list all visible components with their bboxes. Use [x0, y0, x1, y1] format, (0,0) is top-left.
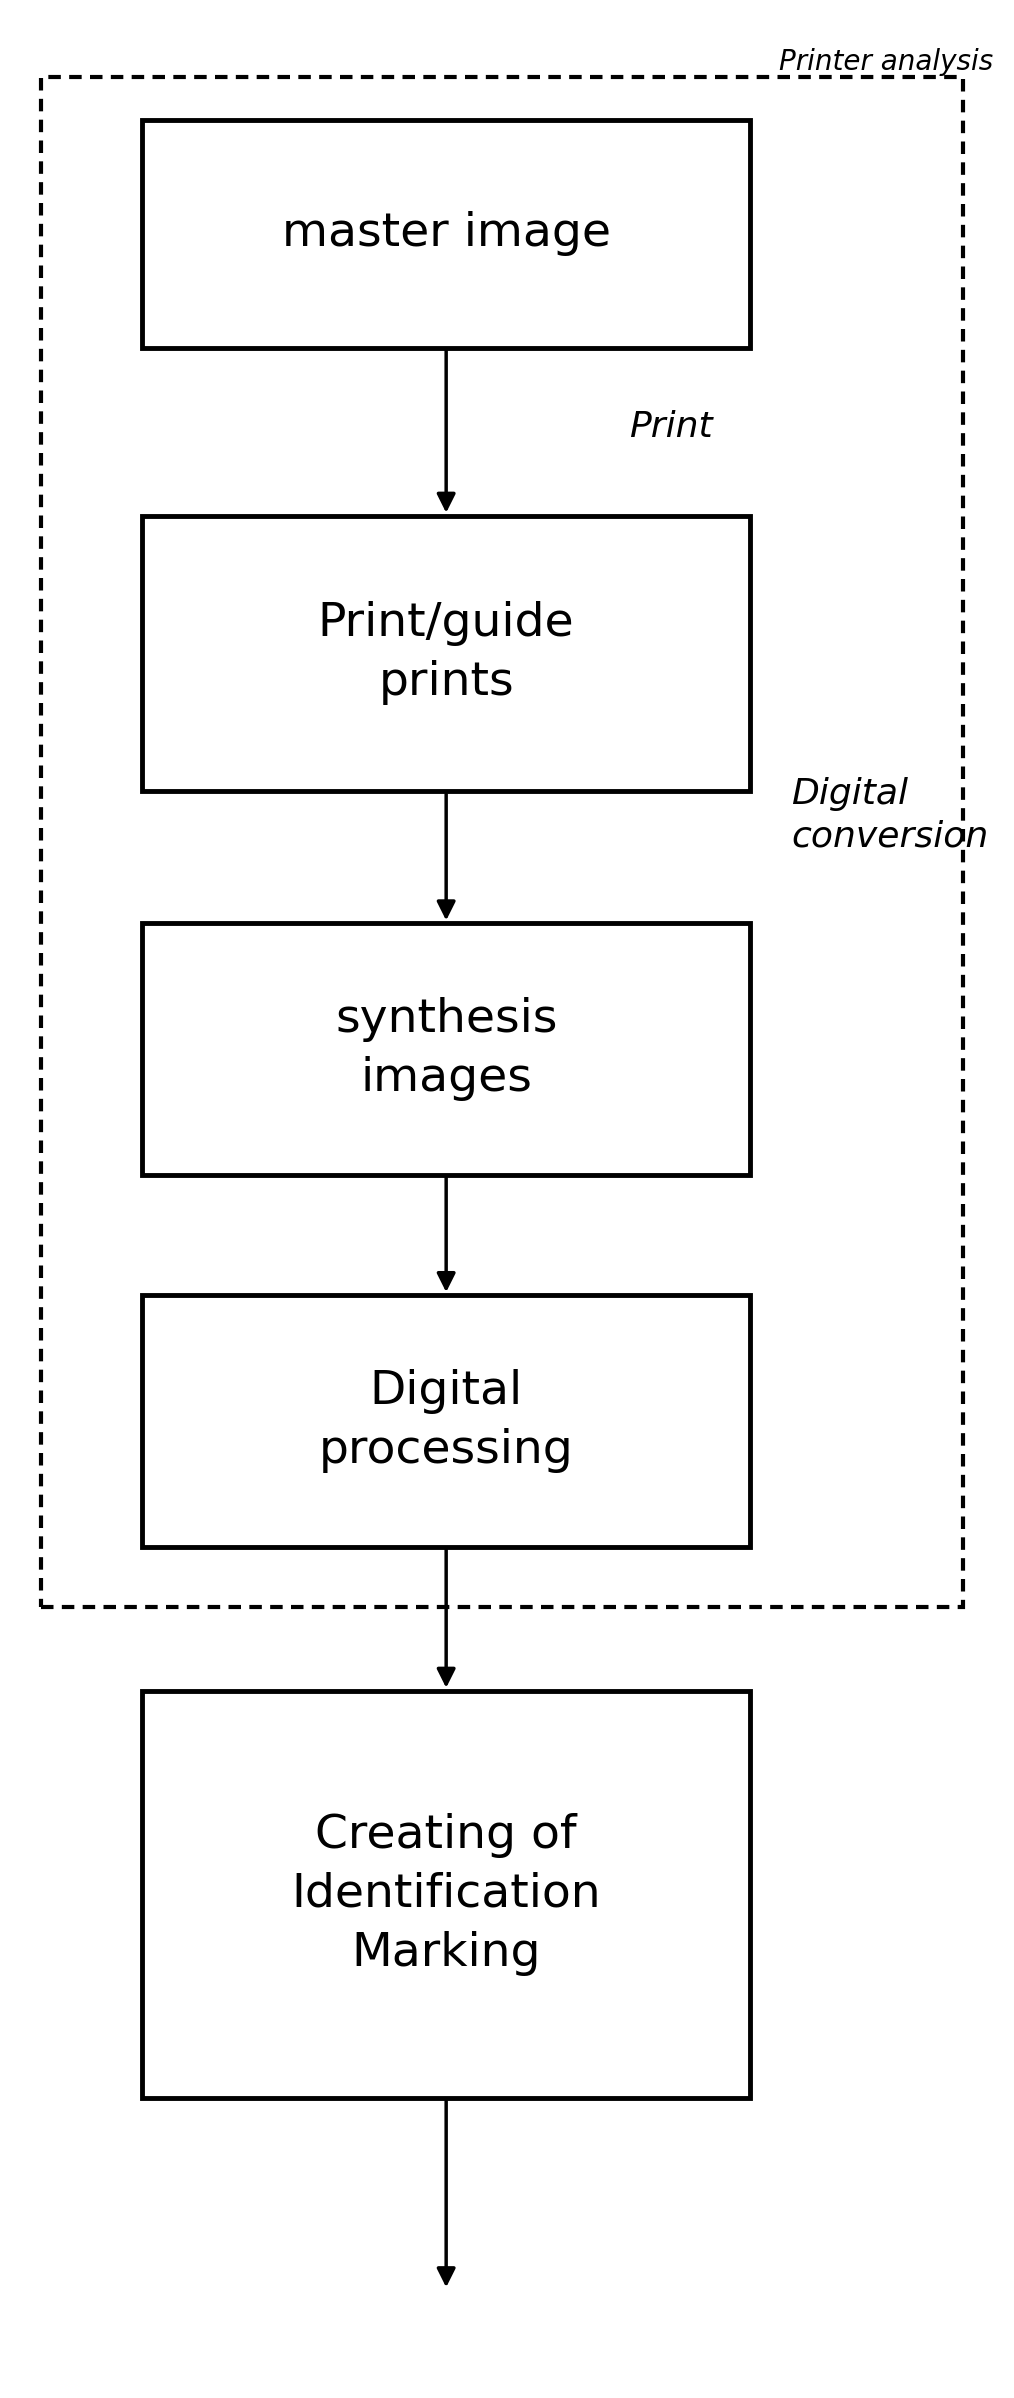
- Text: master image: master image: [282, 211, 610, 257]
- Text: Print/guide
prints: Print/guide prints: [317, 602, 575, 705]
- Text: Printer analysis: Printer analysis: [780, 48, 994, 77]
- Bar: [142, 516, 750, 791]
- Bar: [142, 1295, 750, 1547]
- Bar: [41, 77, 963, 1607]
- Bar: [142, 1691, 750, 2098]
- Text: Digital
processing: Digital processing: [318, 1369, 574, 1472]
- Text: Digital
conversion: Digital conversion: [791, 777, 989, 854]
- Text: Creating of
Identification
Marking: Creating of Identification Marking: [291, 1813, 601, 1976]
- Text: synthesis
images: synthesis images: [335, 998, 558, 1101]
- Bar: [142, 120, 750, 348]
- Text: Print: Print: [629, 410, 712, 444]
- Bar: [142, 923, 750, 1175]
